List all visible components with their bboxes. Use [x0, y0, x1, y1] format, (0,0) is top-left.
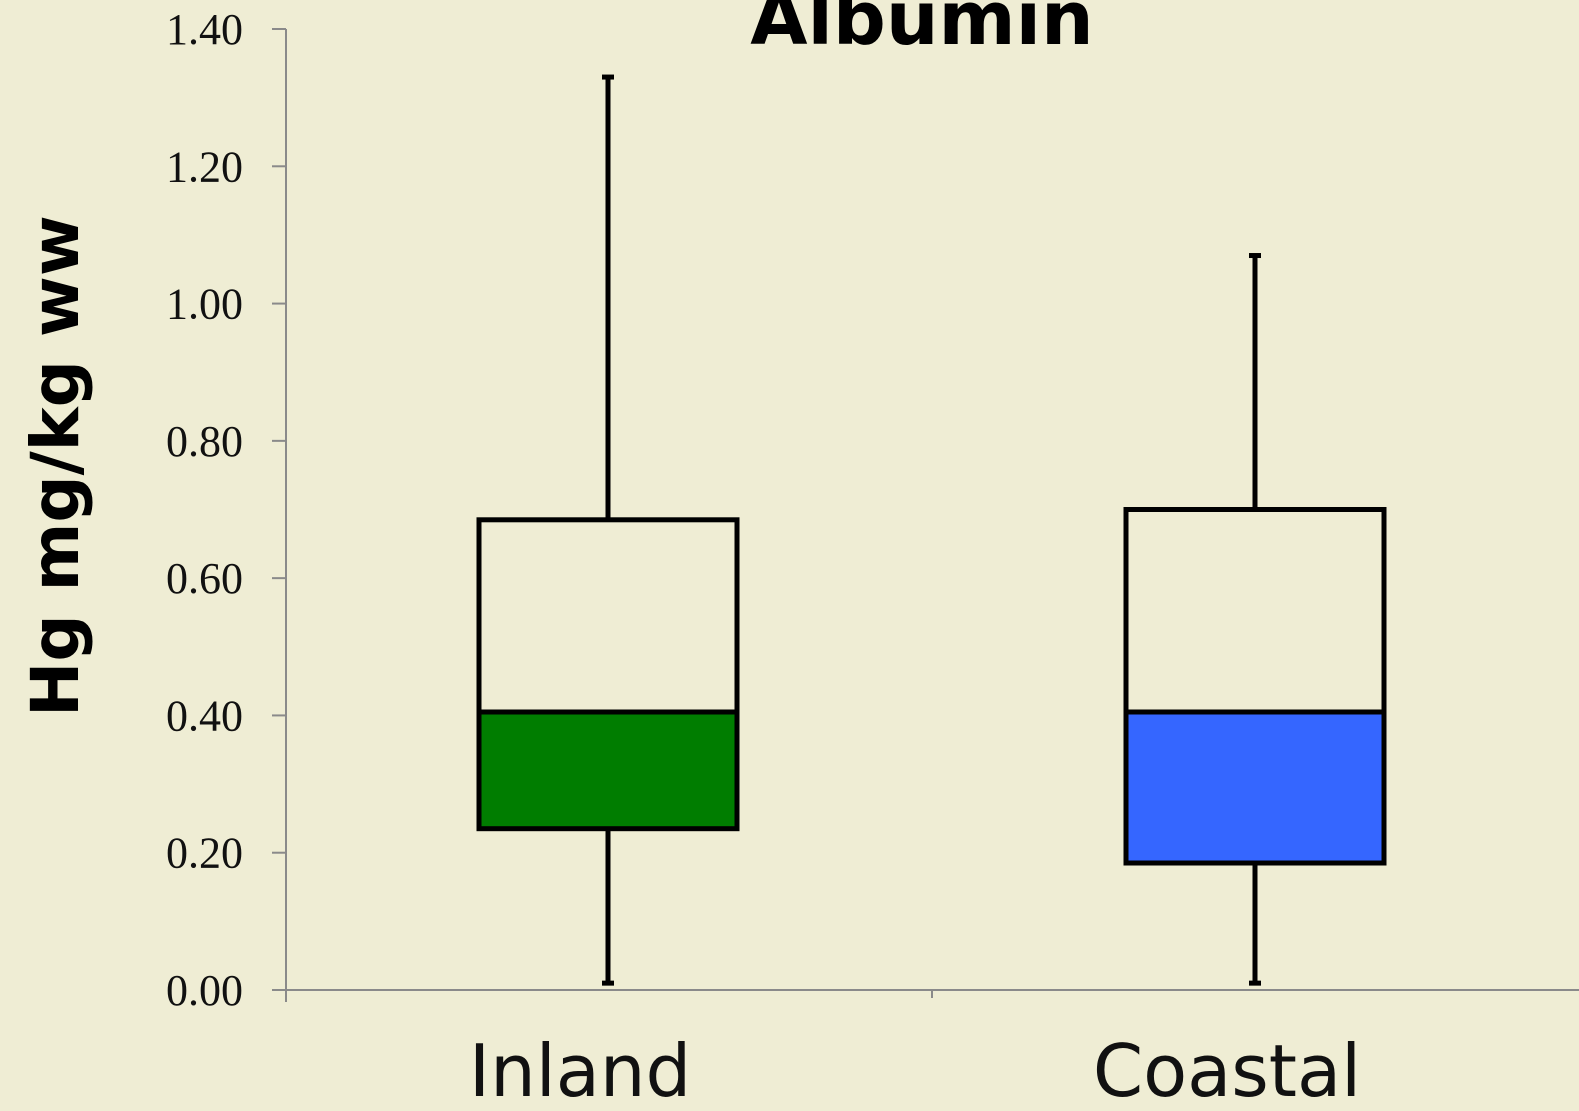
y-tick-label: 0.40: [166, 691, 243, 740]
x-tick-label-inland: Inland: [469, 1029, 691, 1111]
upper-quartile-box: [1123, 507, 1387, 715]
y-tick-label: 0.60: [166, 554, 243, 603]
upper-quartile-box: [476, 517, 740, 715]
y-axis: 0.00 0.20 0.40 0.60 0.80 1.00 1.20 1.40: [166, 5, 287, 1015]
y-tick-label: 1.40: [166, 5, 243, 54]
y-tick-label: 0.80: [166, 417, 243, 466]
box-inland: [476, 74, 740, 986]
y-axis-label: Hg mg/kg ww: [17, 215, 94, 717]
chart-title: Albumin: [750, 0, 1093, 62]
y-tick-label: 0.00: [166, 966, 243, 1015]
y-tick-label: 1.00: [166, 280, 243, 329]
lower-quartile-box: [1123, 709, 1387, 866]
box-coastal: [1123, 253, 1387, 986]
y-tick-label: 0.20: [166, 829, 243, 878]
lower-quartile-box: [476, 709, 740, 832]
x-axis: Inland Coastal: [286, 989, 1579, 1111]
x-tick-label-coastal: Coastal: [1093, 1029, 1361, 1111]
y-tick-label: 1.20: [166, 142, 243, 191]
boxes: [476, 74, 1387, 986]
